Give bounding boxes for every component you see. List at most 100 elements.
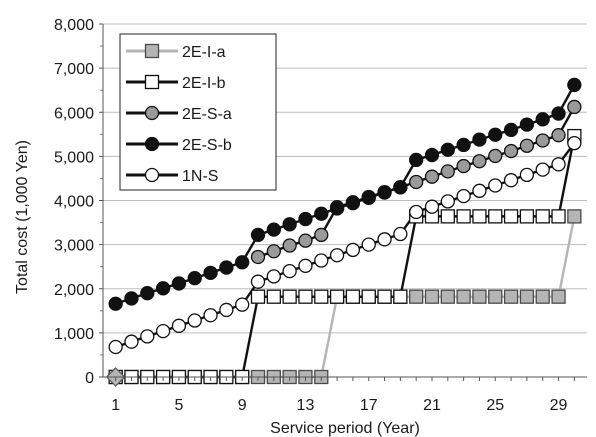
data-point-2E-I-b [266, 289, 281, 304]
data-point-1N-S [282, 263, 297, 279]
data-point-2E-S-b [282, 217, 297, 232]
data-point-2E-I-a [488, 289, 503, 304]
data-point-2E-I-b [314, 289, 329, 304]
x-tick-label: 25 [486, 397, 504, 414]
legend-marker [144, 74, 160, 90]
data-point-2E-S-b [298, 211, 313, 227]
x-tick-label: 1 [111, 397, 120, 414]
data-point-2E-I-a [424, 289, 440, 304]
x-tick-label: 29 [550, 397, 568, 414]
y-tick-label: 7,000 [54, 61, 94, 78]
y-axis-title: Total cost (1,000 Yen) [14, 140, 31, 294]
data-point-2E-I-b [282, 289, 297, 304]
data-point-2E-S-b [535, 112, 550, 127]
data-point-1N-S [393, 226, 408, 242]
y-tick-label: 1,000 [54, 326, 94, 343]
x-tick-label: 9 [238, 397, 247, 414]
data-point-2E-S-b [155, 281, 171, 296]
data-point-2E-S-a [298, 233, 313, 248]
data-point-1N-S [345, 242, 361, 258]
data-point-2E-I-b [503, 209, 519, 224]
data-point-1N-S [187, 313, 202, 328]
data-point-2E-I-b [488, 209, 503, 224]
legend-label: 2E-I-b [182, 75, 226, 92]
data-point-1N-S [314, 253, 329, 268]
data-point-2E-I-b [440, 209, 455, 224]
data-point-2E-I-b [519, 209, 535, 224]
data-point-1N-S [488, 178, 503, 193]
x-tick-label: 5 [174, 397, 183, 414]
data-point-2E-I-a [567, 209, 582, 224]
data-point-1N-S [155, 323, 171, 339]
x-tick-label: 21 [423, 397, 441, 414]
data-point-2E-S-b [393, 180, 408, 195]
data-point-1N-S [171, 318, 187, 333]
data-point-1N-S [377, 232, 392, 247]
data-point-2E-S-b [266, 222, 281, 237]
data-point-2E-I-a [519, 289, 535, 304]
legend-label: 1N-S [182, 168, 218, 185]
axes: 0 1,000 2,000 3,000 4,000 5,000 6,000 7,000 8,00… [54, 17, 587, 414]
data-point-2E-S-b [140, 286, 155, 301]
data-point-2E-S-b [409, 152, 424, 168]
x-tick-label: 17 [360, 397, 378, 414]
data-point-1N-S [361, 237, 376, 252]
data-point-1N-S [250, 274, 266, 289]
data-point-2E-S-b [456, 137, 471, 153]
data-point-1N-S [456, 188, 471, 204]
data-point-2E-I-b [345, 289, 361, 304]
data-point-2E-I-a [535, 289, 550, 304]
legend-label: 2E-S-b [182, 137, 232, 154]
data-point-1N-S [472, 183, 487, 198]
data-point-2E-S-a [535, 133, 550, 148]
data-point-2E-S-b [424, 147, 440, 163]
data-point-2E-S-a [519, 138, 535, 153]
data-point-1N-S [424, 199, 440, 214]
data-point-2E-I-a [472, 289, 487, 304]
data-point-1N-S [235, 297, 250, 312]
data-point-1N-S [535, 162, 550, 177]
data-point-2E-S-a [314, 227, 329, 243]
y-tick-label: 0 [85, 370, 94, 387]
data-point-2E-I-b [298, 289, 313, 304]
data-point-1N-S [519, 167, 535, 183]
data-point-1N-S [567, 135, 582, 151]
data-point-2E-S-b [203, 265, 218, 281]
data-point-2E-S-b [377, 185, 392, 200]
data-point-2E-S-a [551, 128, 566, 143]
data-point-2E-S-b [219, 260, 234, 275]
data-point-1N-S [440, 194, 455, 209]
data-point-1N-S [409, 204, 424, 220]
data-point-1N-S [329, 248, 345, 263]
data-point-2E-I-a [456, 289, 471, 304]
data-point-2E-I-a [503, 289, 519, 304]
data-point-1N-S [219, 302, 234, 318]
data-point-2E-S-a [266, 244, 281, 259]
data-point-2E-S-b [187, 271, 202, 286]
data-point-2E-S-b [329, 201, 345, 216]
data-point-2E-S-a [472, 154, 487, 169]
data-point-2E-I-b [329, 289, 345, 304]
data-point-2E-I-b [377, 289, 392, 304]
data-point-2E-S-a [440, 164, 455, 179]
x-axis-title: Service period (Year) [270, 420, 420, 437]
data-point-2E-I-b [551, 209, 566, 224]
data-point-2E-S-a [409, 174, 424, 190]
data-point-2E-I-a [551, 289, 566, 304]
data-point-2E-S-b [171, 276, 187, 291]
data-point-2E-S-a [456, 158, 471, 174]
data-point-2E-S-b [551, 106, 566, 121]
data-point-1N-S [266, 269, 281, 284]
y-tick-label: 6,000 [54, 105, 94, 122]
data-point-1N-S [503, 173, 519, 188]
data-point-2E-S-b [567, 77, 582, 93]
legend: 2E-I-a 2E-I-b 2E-S-a 2E-S-b 1N-S [119, 33, 277, 191]
legend-marker [144, 43, 160, 59]
data-point-2E-I-a [409, 289, 424, 304]
y-tick-label: 2,000 [54, 282, 94, 299]
y-tick-label: 4,000 [54, 194, 94, 211]
data-point-2E-S-a [282, 238, 297, 253]
data-point-1N-S [551, 157, 566, 172]
data-point-2E-S-a [488, 148, 503, 164]
